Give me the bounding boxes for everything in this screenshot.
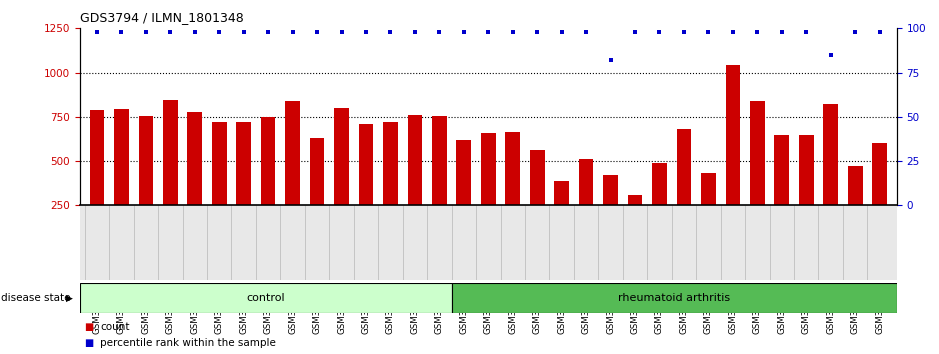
Bar [114,109,129,250]
Bar [432,116,447,250]
Point [530,29,545,35]
Point [114,29,129,35]
Bar [603,175,618,250]
FancyBboxPatch shape [80,283,452,313]
Point [750,29,765,35]
Point [603,57,618,63]
Bar [824,104,838,250]
Point [261,29,276,35]
FancyBboxPatch shape [452,283,897,313]
Bar [359,124,374,250]
Text: ■: ■ [85,338,94,348]
Bar [627,195,642,250]
Bar [188,113,202,250]
Point [627,29,642,35]
Point [725,29,740,35]
Point [359,29,374,35]
Text: disease state: disease state [1,293,70,303]
Point [775,29,790,35]
Point [432,29,447,35]
Point [824,52,839,58]
Bar [310,138,324,250]
Bar [530,150,545,250]
Point [799,29,814,35]
Bar [775,135,789,250]
Point [872,29,887,35]
Point [554,29,569,35]
Bar [799,135,813,250]
Bar [383,122,398,250]
Text: ■: ■ [85,322,94,332]
Text: GDS3794 / ILMN_1801348: GDS3794 / ILMN_1801348 [80,11,243,24]
Point [408,29,423,35]
Point [676,29,691,35]
Bar [334,108,349,250]
Point [652,29,667,35]
Bar [456,140,471,250]
Point [211,29,226,35]
Bar [212,122,226,250]
Bar [848,166,863,250]
Bar [554,181,569,250]
Bar [408,115,423,250]
Bar [163,100,177,250]
Text: count: count [100,322,130,332]
Point [187,29,202,35]
Bar [261,117,275,250]
Point [237,29,252,35]
Point [505,29,520,35]
Bar [750,101,764,250]
Bar [285,101,300,250]
Point [481,29,496,35]
Text: percentile rank within the sample: percentile rank within the sample [100,338,276,348]
Bar [481,133,496,250]
Point [285,29,300,35]
Text: ▶: ▶ [66,293,73,303]
Bar [726,65,740,250]
Point [138,29,153,35]
Bar [237,122,251,250]
Bar [872,143,887,250]
Point [162,29,177,35]
Bar [139,116,153,250]
Text: control: control [246,293,285,303]
Point [334,29,349,35]
Point [310,29,325,35]
Point [383,29,398,35]
Bar [653,163,667,250]
Point [848,29,863,35]
Point [578,29,593,35]
Bar [89,110,104,250]
Text: rheumatoid arthritis: rheumatoid arthritis [618,293,731,303]
Bar [701,173,716,250]
Point [89,29,104,35]
Bar [677,129,691,250]
Bar [505,132,520,250]
Point [700,29,716,35]
Bar [578,159,593,250]
Point [456,29,471,35]
